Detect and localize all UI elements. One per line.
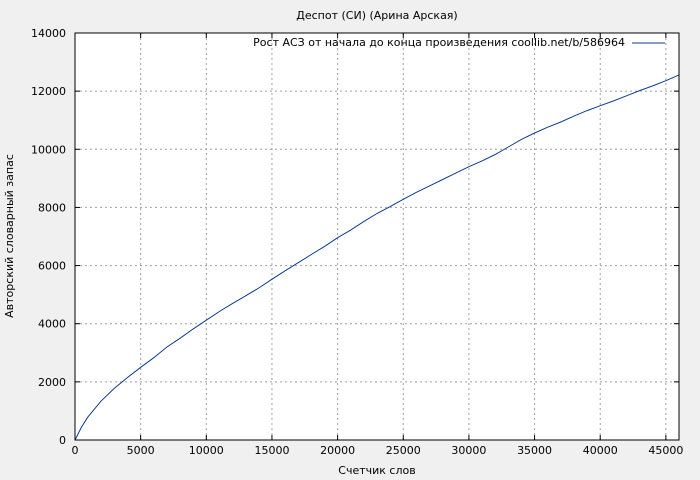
x-tick-label: 0: [72, 444, 79, 457]
plot-frame: [74, 32, 680, 441]
axis-ticks: 0 5000 10000 15000 20000 25000 30000 35000 40000…: [31, 27, 683, 457]
x-tick-label: 30000: [451, 444, 486, 457]
y-tick-label: 8000: [38, 201, 66, 214]
x-tick-label: 40000: [583, 444, 618, 457]
y-tick-label: 2000: [38, 376, 66, 389]
x-tick-label: 20000: [320, 444, 355, 457]
x-tick-label: 35000: [517, 444, 552, 457]
chart-title: Деспот (СИ) (Арина Арская): [296, 9, 457, 22]
x-tick-label: 45000: [648, 444, 683, 457]
y-tick-label: 0: [59, 434, 66, 447]
x-tick-label: 15000: [254, 444, 289, 457]
y-tick-label: 6000: [38, 260, 66, 273]
legend: Рост АСЗ от начала до конца произведения…: [253, 36, 665, 49]
x-tick-label: 10000: [189, 444, 224, 457]
grid-lines: [75, 33, 679, 440]
x-tick-label: 25000: [386, 444, 421, 457]
x-tick-label: 5000: [127, 444, 155, 457]
y-tick-label: 4000: [38, 318, 66, 331]
legend-label: Рост АСЗ от начала до конца произведения…: [253, 36, 625, 49]
series-line: [74, 74, 680, 441]
plot-area: [75, 33, 679, 440]
y-tick-label: 14000: [31, 27, 66, 40]
x-axis-label: Счетчик слов: [338, 464, 415, 477]
series-layer: [74, 74, 680, 441]
y-tick-label: 12000: [31, 85, 66, 98]
y-axis-label: Авторский словарный запас: [3, 154, 16, 318]
y-tick-label: 10000: [31, 143, 66, 156]
